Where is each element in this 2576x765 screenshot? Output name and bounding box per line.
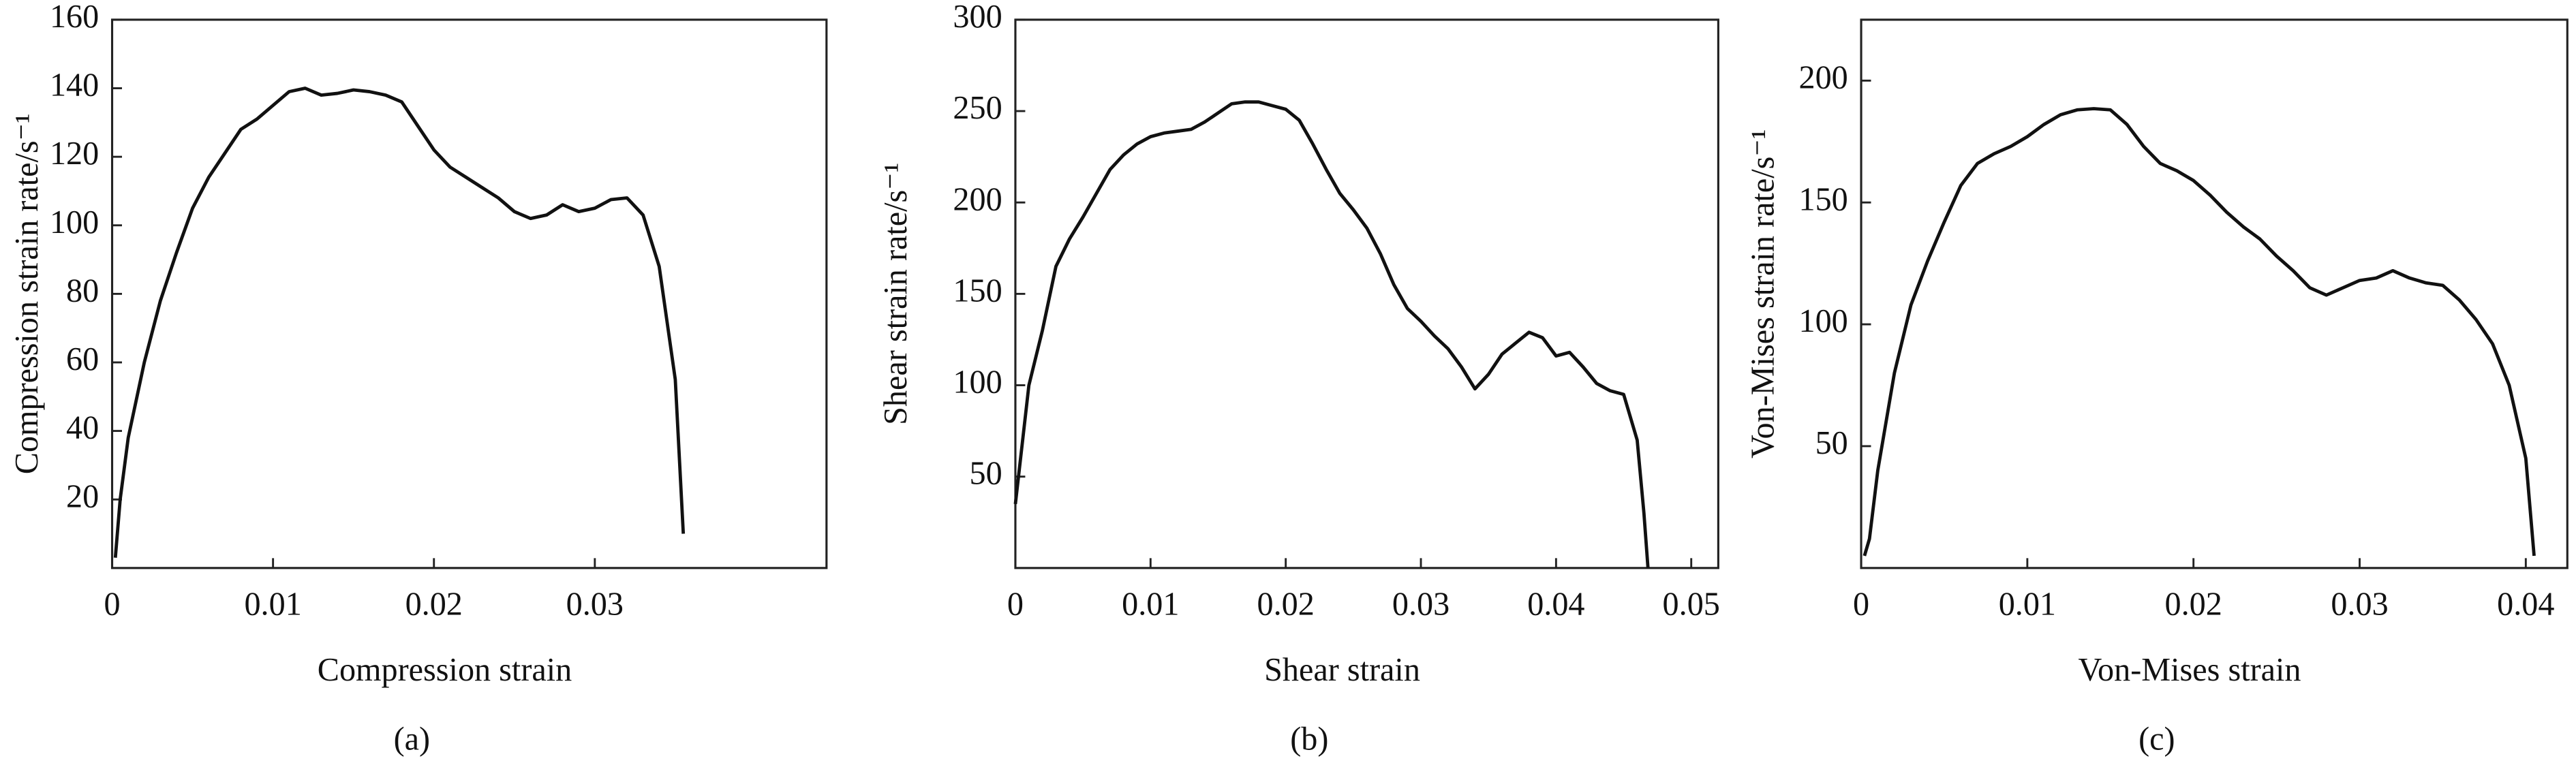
curve: [1862, 107, 2536, 557]
y-tick-label: 20: [66, 478, 99, 514]
y-tick-label: 100: [50, 204, 99, 240]
y-tick-label: 300: [953, 0, 1002, 35]
plot-frame: [1014, 18, 1719, 569]
x-tick-label: 0.02: [405, 587, 463, 623]
x-tick-label: 0.01: [244, 587, 301, 623]
y-tick-label: 150: [953, 272, 1002, 309]
y-tick-label: 100: [953, 364, 1002, 401]
x-tick-label: 0: [104, 587, 120, 623]
x-tick-label: 0.01: [1999, 587, 2056, 623]
x-tick-label: 0.05: [1663, 587, 1720, 623]
y-tick-label: 140: [50, 67, 99, 104]
y-axis-label: Von-Mises strain rate/s⁻¹: [1745, 129, 1781, 458]
y-tick-label: 120: [50, 136, 99, 172]
plot-frame: [1860, 18, 2569, 569]
x-tick-label: 0.03: [2331, 587, 2388, 623]
y-tick-label: 50: [969, 456, 1002, 492]
y-tick-label: 250: [953, 90, 1002, 126]
x-axis-label: Von-Mises strain: [2078, 652, 2301, 688]
y-tick-label: 60: [66, 341, 99, 377]
panel-caption: (b): [1290, 721, 1328, 757]
y-tick-label: 100: [1798, 303, 1847, 339]
x-tick-label: 0.03: [1392, 587, 1450, 623]
curve: [113, 87, 686, 558]
x-axis-label: Compression strain: [318, 652, 572, 688]
plot-frame: [110, 18, 828, 569]
panel-caption: (c): [2138, 721, 2175, 757]
y-tick-label: 40: [66, 410, 99, 446]
x-tick-label: 0.03: [566, 587, 624, 623]
x-tick-label: 0.02: [1257, 587, 1314, 623]
x-tick-label: 0.04: [1527, 587, 1584, 623]
y-axis-label: Compression strain rate/s⁻¹: [9, 114, 45, 475]
y-tick-label: 200: [1798, 59, 1847, 95]
x-tick-label: 0.04: [2497, 587, 2554, 623]
y-tick-label: 150: [1798, 181, 1847, 217]
panel-caption: (a): [394, 721, 430, 757]
x-tick-label: 0: [1853, 587, 1869, 623]
x-axis-label: Shear strain: [1264, 652, 1420, 688]
y-tick-label: 80: [66, 272, 99, 309]
y-axis-label: Shear strain rate/s⁻¹: [878, 163, 914, 425]
y-tick-label: 160: [50, 0, 99, 35]
y-tick-label: 50: [1815, 425, 1848, 461]
y-tick-label: 200: [953, 181, 1002, 217]
x-tick-label: 0.01: [1122, 587, 1179, 623]
x-tick-label: 0: [1007, 587, 1024, 623]
curve: [1013, 100, 1650, 568]
x-tick-label: 0.02: [2165, 587, 2222, 623]
